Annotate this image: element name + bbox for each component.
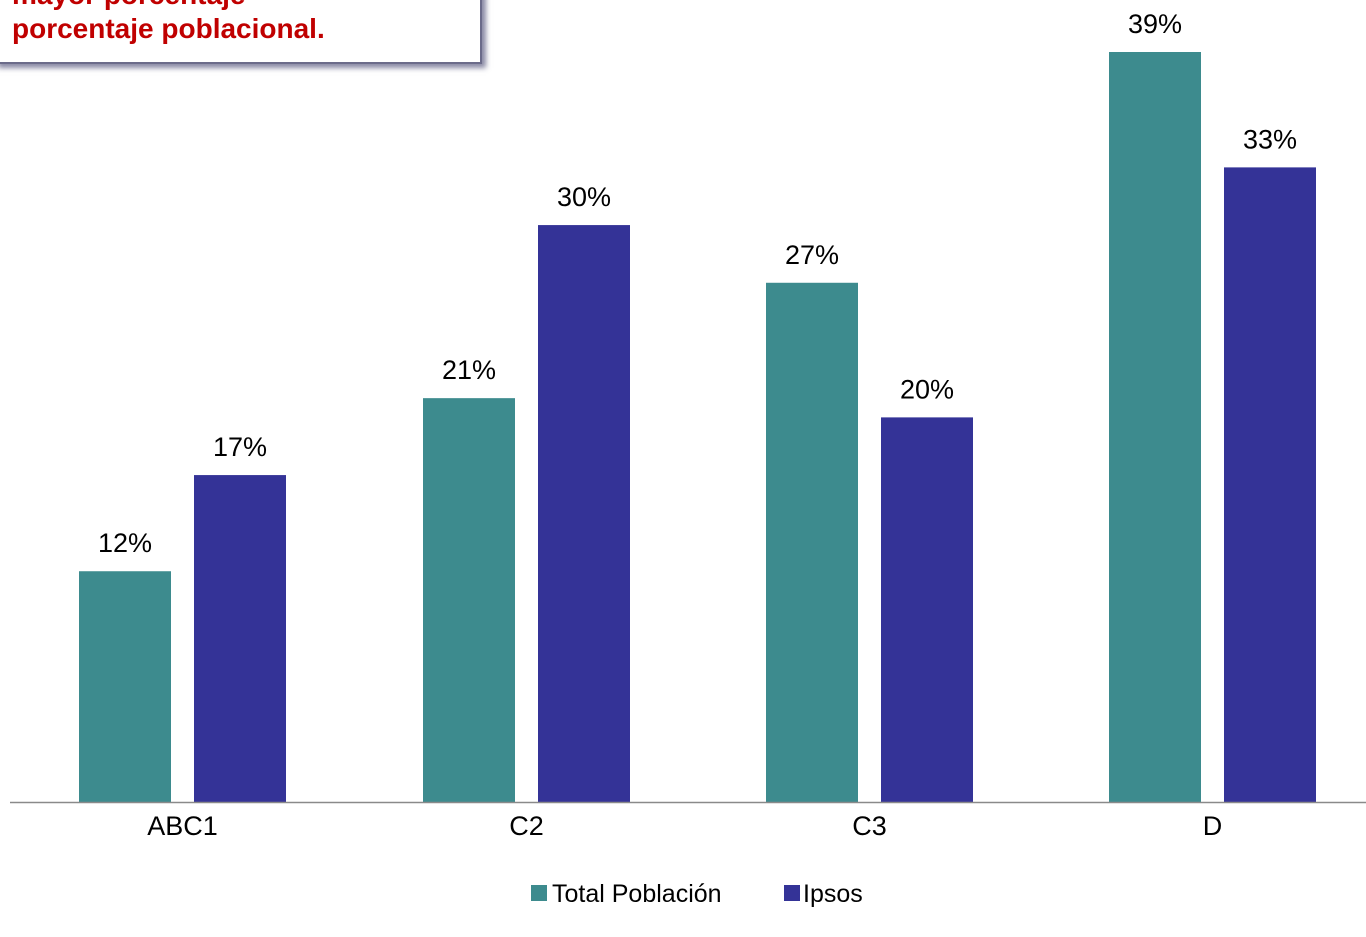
bar-d-series-1 <box>1224 167 1316 802</box>
bar-c3-series-1 <box>881 417 973 802</box>
data-label-abc1-series-0: 12% <box>98 528 152 558</box>
data-label-c3-series-0: 27% <box>785 240 839 270</box>
data-label-c3-series-1: 20% <box>900 374 954 404</box>
legend-swatch-series-0 <box>531 885 547 901</box>
data-label-c2-series-0: 21% <box>442 355 496 385</box>
legend-label-series-0: Total Población <box>552 880 722 908</box>
bar-abc1-series-0 <box>79 571 171 802</box>
bar-abc1-series-1 <box>194 475 286 802</box>
data-label-abc1-series-1: 17% <box>213 432 267 462</box>
category-label-c2: C2 <box>509 811 544 841</box>
bar-c2-series-0 <box>423 398 515 802</box>
legend-swatch-series-1 <box>784 885 800 901</box>
callout-line-1: mayor porcentaje <box>12 0 480 12</box>
data-label-c2-series-1: 30% <box>557 182 611 212</box>
data-label-d-series-0: 39% <box>1128 9 1182 39</box>
category-label-c3: C3 <box>852 811 887 841</box>
callout-line-2: porcentaje poblacional. <box>12 13 325 44</box>
data-label-d-series-1: 33% <box>1243 124 1297 154</box>
bar-d-series-0 <box>1109 52 1201 802</box>
bar-c2-series-1 <box>538 225 630 803</box>
category-label-abc1: ABC1 <box>147 811 218 841</box>
legend-label-series-1: Ipsos <box>803 880 863 908</box>
category-label-d: D <box>1203 811 1223 841</box>
heading-callout: mayor porcentaje porcentaje poblacional. <box>0 0 482 64</box>
bar-c3-series-0 <box>766 282 858 802</box>
